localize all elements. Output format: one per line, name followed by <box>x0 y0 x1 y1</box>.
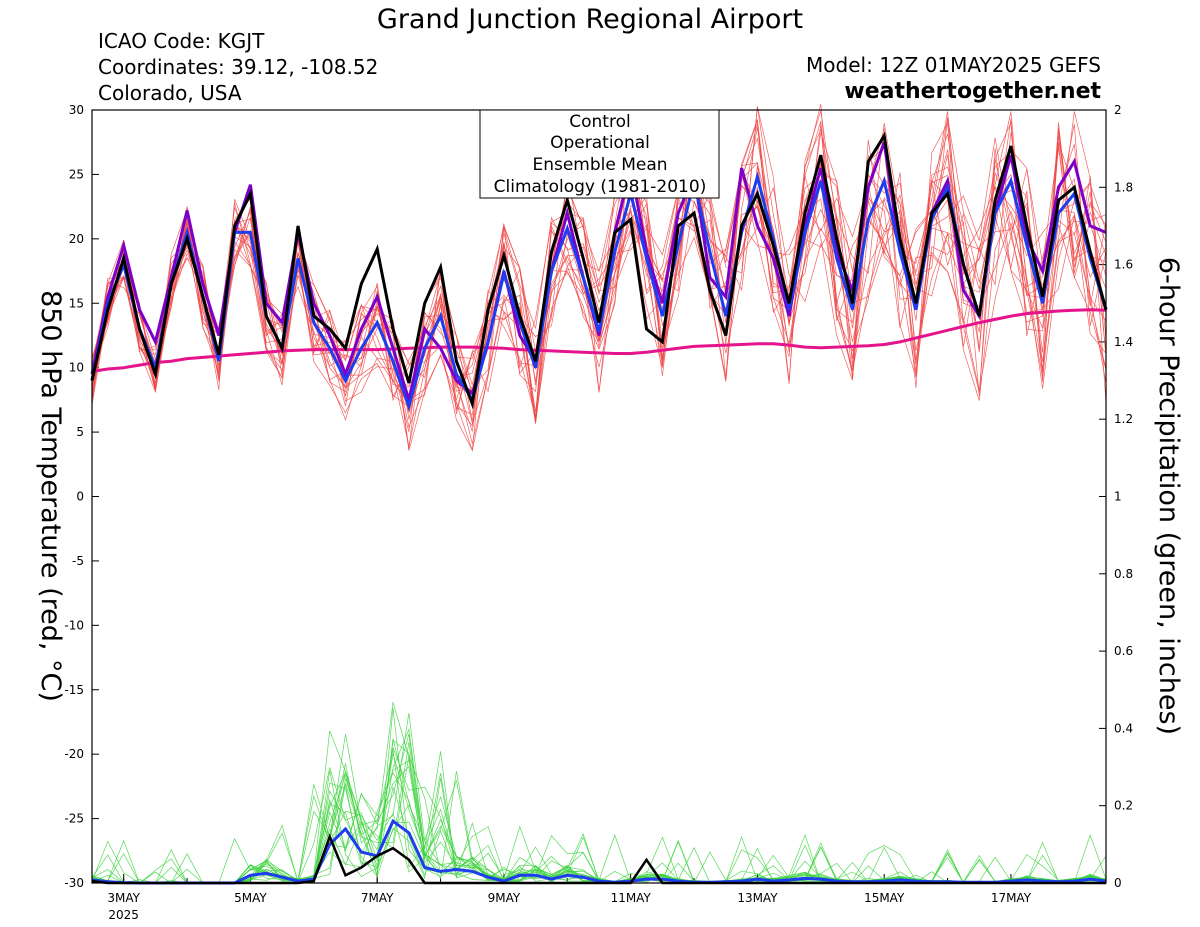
x-tick-label: 17MAY <box>991 891 1032 905</box>
x-tick-label: 13MAY <box>737 891 778 905</box>
y-left-tick-label: 5 <box>76 425 84 439</box>
y-right-tick-label: 1.4 <box>1114 335 1133 349</box>
y-right-tick-label: 0 <box>1114 876 1122 890</box>
legend: Control Operational Ensemble Mean Climat… <box>479 109 720 199</box>
climatology-line <box>91 308 1107 373</box>
x-tick-label: 3MAY <box>107 891 140 905</box>
y-right-tick-label: 1.8 <box>1114 180 1133 194</box>
y-right-tick-label: 1.2 <box>1114 412 1133 426</box>
y-left-ticks: 30 25 20 15 10 5 0 -5 -10 -15 -20 -25 -30 <box>64 103 99 890</box>
y-right-label: 6-hour Precipitation (green, inches) <box>1153 257 1184 735</box>
icao-code: ICAO Code: KGJT <box>98 29 265 53</box>
y-left-label: 850 hPa Temperature (red, °C) <box>35 290 66 702</box>
y-left-tick-label: -5 <box>72 554 84 568</box>
y-right-tick-label: 1 <box>1114 490 1122 504</box>
y-right-tick-label: 0.4 <box>1114 721 1133 735</box>
y-right-tick-label: 1.6 <box>1114 258 1133 272</box>
legend-climatology: Climatology (1981-2010) <box>494 177 707 197</box>
x-tick-label: 11MAY <box>611 891 652 905</box>
y-left-tick-label: -25 <box>64 812 84 826</box>
y-left-tick-label: 15 <box>69 296 84 310</box>
x-tick-year: 2025 <box>108 908 139 922</box>
y-left-tick-label: 20 <box>69 232 84 246</box>
x-tick-label: 7MAY <box>361 891 394 905</box>
y-right-tick-label: 2 <box>1114 103 1122 117</box>
y-right-tick-label: 0.2 <box>1114 799 1133 813</box>
y-left-tick-label: 10 <box>69 361 84 375</box>
legend-operational: Operational <box>550 133 650 153</box>
model-run: Model: 12Z 01MAY2025 GEFS <box>806 53 1101 77</box>
chart-title: Grand Junction Regional Airport <box>377 4 803 35</box>
y-left-tick-label: 0 <box>76 490 84 504</box>
legend-control: Control <box>569 112 630 132</box>
location: Colorado, USA <box>98 81 242 105</box>
x-tick-label: 9MAY <box>488 891 521 905</box>
temperature-member-line <box>91 117 1107 392</box>
y-right-ticks: 2 1.8 1.6 1.4 1.2 1 0.8 0.6 0.4 0.2 0 <box>1099 103 1133 890</box>
y-left-tick-label: -30 <box>64 876 84 890</box>
temperature-member-line <box>91 130 1107 449</box>
y-left-tick-label: -20 <box>64 747 84 761</box>
coordinates: Coordinates: 39.12, -108.52 <box>98 55 378 79</box>
x-tick-label: 5MAY <box>234 891 267 905</box>
temperature-control-line <box>90 131 1108 410</box>
x-tick-label: 15MAY <box>864 891 905 905</box>
y-left-tick-label: -10 <box>64 618 84 632</box>
y-right-tick-label: 0.6 <box>1114 644 1133 658</box>
y-left-tick-label: 30 <box>69 103 84 117</box>
y-left-tick-label: 25 <box>69 167 84 181</box>
temperature-member-line <box>91 106 1107 452</box>
y-left-tick-label: -15 <box>64 683 84 697</box>
legend-box <box>479 109 720 199</box>
y-right-tick-label: 0.8 <box>1114 567 1133 581</box>
site-link[interactable]: weathertogether.net <box>844 79 1101 104</box>
legend-ensemble-mean: Ensemble Mean <box>532 155 667 175</box>
x-axis-ticks: 3MAY 2025 5MAY 7MAY 9MAY 11MAY 13MAY 15MAY 17MAY <box>107 874 1075 922</box>
